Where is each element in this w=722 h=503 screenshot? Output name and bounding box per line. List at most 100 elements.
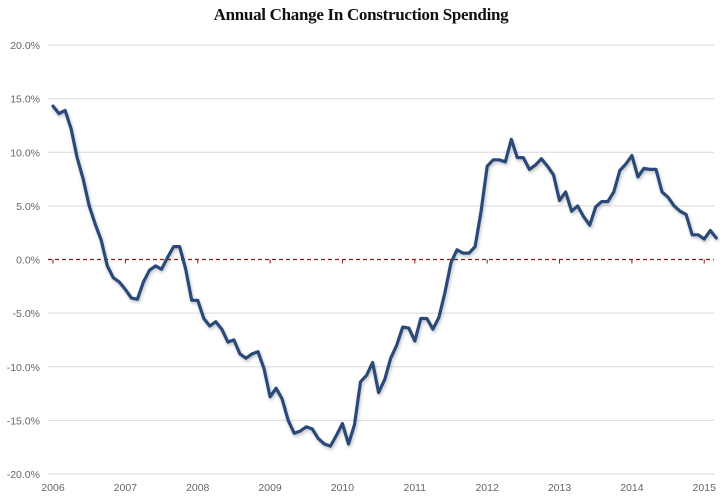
series-line — [51, 104, 718, 448]
data-point — [263, 367, 266, 370]
data-point — [468, 252, 471, 255]
data-point — [347, 442, 350, 445]
data-point — [238, 352, 241, 355]
data-point — [57, 112, 60, 115]
data-point — [630, 154, 633, 157]
data-point — [293, 432, 296, 435]
data-point — [281, 397, 284, 400]
data-point — [82, 178, 85, 181]
data-point — [112, 276, 115, 279]
data-point — [679, 210, 682, 213]
data-point — [431, 328, 434, 331]
data-point — [522, 156, 525, 159]
data-point — [570, 210, 573, 213]
data-point — [395, 344, 398, 347]
data-point — [287, 419, 290, 422]
y-tick-label: 5.0% — [16, 201, 40, 213]
data-point — [184, 268, 187, 271]
data-point — [383, 378, 386, 381]
data-point — [582, 215, 585, 218]
data-point — [703, 238, 706, 241]
data-point — [425, 317, 428, 320]
data-point — [401, 326, 404, 329]
data-point — [600, 200, 603, 203]
y-tick-label: 10.0% — [10, 147, 40, 159]
data-point — [226, 341, 229, 344]
data-point — [232, 338, 235, 341]
y-tick-label: 0.0% — [16, 255, 40, 267]
data-point — [341, 422, 344, 425]
data-point — [118, 280, 121, 283]
data-point — [449, 261, 452, 264]
data-point — [486, 165, 489, 168]
data-point — [455, 248, 458, 251]
data-point — [269, 395, 272, 398]
data-point — [498, 158, 501, 161]
data-point — [160, 268, 163, 271]
y-tick-label: 15.0% — [10, 94, 40, 106]
data-point — [654, 168, 657, 171]
data-point — [353, 423, 356, 426]
y-tick-label: -5.0% — [13, 308, 40, 320]
data-point — [709, 229, 712, 232]
data-point — [461, 252, 464, 255]
y-axis: 20.0% 15.0% 10.0% 5.0% 0.0% -5.0% -10.0% -15.0%… — [7, 40, 40, 481]
data-point — [618, 169, 621, 172]
data-point — [365, 374, 368, 377]
data-point — [552, 173, 555, 176]
data-point — [196, 299, 199, 302]
data-point — [244, 357, 247, 360]
data-point — [648, 168, 651, 171]
data-point — [636, 175, 639, 178]
data-point — [389, 357, 392, 360]
data-point — [546, 165, 549, 168]
series — [51, 104, 718, 448]
data-point — [407, 327, 410, 330]
x-tick-label: 2011 — [404, 482, 427, 494]
data-point — [124, 288, 127, 291]
data-point — [220, 328, 223, 331]
data-point — [594, 205, 597, 208]
data-point — [528, 168, 531, 171]
data-point — [510, 138, 513, 141]
data-point — [437, 316, 440, 319]
data-point — [299, 430, 302, 433]
data-point — [130, 297, 133, 300]
data-point — [443, 291, 446, 294]
data-point — [94, 223, 97, 226]
data-point — [504, 160, 507, 163]
data-point — [371, 361, 374, 364]
data-point — [178, 245, 181, 248]
data-point — [154, 264, 157, 267]
y-tick-label: -15.0% — [7, 415, 40, 427]
x-tick-label: 2015 — [693, 482, 717, 494]
data-point — [691, 233, 694, 236]
chart-title: Annual Change In Construction Spending — [213, 5, 509, 24]
data-point — [190, 299, 193, 302]
data-point — [660, 190, 663, 193]
data-point — [305, 425, 308, 428]
data-point — [516, 156, 519, 159]
data-point — [673, 204, 676, 207]
data-point — [256, 350, 259, 353]
data-point — [142, 280, 145, 283]
data-point — [419, 317, 422, 320]
x-tick-label: 2007 — [114, 482, 138, 494]
data-point — [166, 256, 169, 259]
data-point — [558, 199, 561, 202]
data-point — [335, 434, 338, 437]
x-tick-label: 2013 — [548, 482, 572, 494]
data-point — [612, 190, 615, 193]
data-point — [474, 245, 477, 248]
data-point — [413, 339, 416, 342]
data-point — [76, 156, 79, 159]
data-point — [329, 445, 332, 448]
data-point — [588, 224, 591, 227]
data-point — [534, 164, 537, 167]
data-point — [64, 109, 67, 112]
data-point — [317, 437, 320, 440]
data-point — [697, 233, 700, 236]
y-tick-label: -20.0% — [7, 469, 40, 481]
x-axis: 2006 2007 2008 2009 2010 2011 2012 2013 2014 2015 — [41, 482, 716, 494]
